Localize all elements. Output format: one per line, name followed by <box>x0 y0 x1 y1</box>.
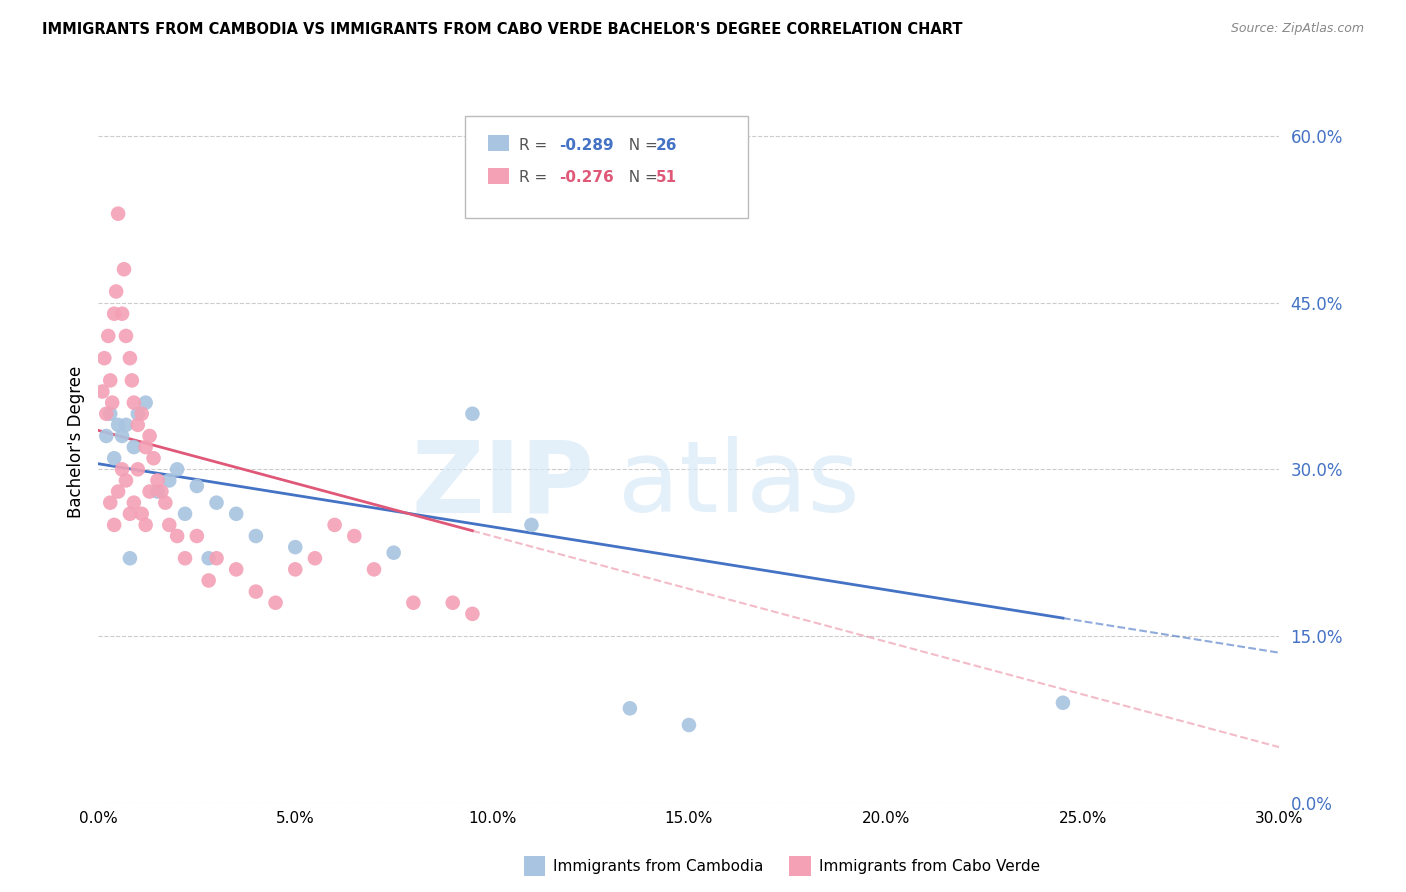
Point <box>323 517 346 532</box>
Point <box>111 462 134 476</box>
Point <box>155 496 177 510</box>
Point <box>197 551 219 566</box>
Text: N =: N = <box>619 170 662 186</box>
Point <box>174 551 197 566</box>
Point <box>121 373 143 387</box>
Point <box>382 546 405 560</box>
Point <box>111 307 134 321</box>
Point <box>135 395 157 409</box>
Point <box>146 474 169 488</box>
Text: Source: ZipAtlas.com: Source: ZipAtlas.com <box>1230 22 1364 36</box>
Point <box>166 462 188 476</box>
Text: 26: 26 <box>655 137 678 153</box>
Point <box>96 407 118 421</box>
Point <box>186 479 208 493</box>
Point <box>127 462 149 476</box>
Point <box>245 529 267 543</box>
Text: atlas: atlas <box>619 436 859 533</box>
Point <box>118 351 141 366</box>
Point <box>96 429 118 443</box>
Point <box>122 496 145 510</box>
Point <box>107 417 129 432</box>
Point <box>186 529 208 543</box>
Point <box>115 417 138 432</box>
Point <box>225 562 247 576</box>
Point <box>98 407 121 421</box>
Point <box>150 484 173 499</box>
Point <box>101 395 124 409</box>
Point <box>118 551 141 566</box>
Point <box>461 407 484 421</box>
FancyBboxPatch shape <box>789 856 811 877</box>
Point <box>205 551 228 566</box>
Point <box>122 395 145 409</box>
FancyBboxPatch shape <box>488 136 509 151</box>
Point <box>135 517 157 532</box>
Point <box>245 584 267 599</box>
Point <box>146 484 169 499</box>
Point <box>98 496 121 510</box>
Point <box>93 351 115 366</box>
Point <box>103 451 125 466</box>
Point <box>118 507 141 521</box>
Point <box>402 596 425 610</box>
Point <box>166 529 188 543</box>
Point <box>131 407 153 421</box>
Point <box>97 329 120 343</box>
Point <box>441 596 464 610</box>
Point <box>264 596 287 610</box>
Text: Immigrants from Cambodia: Immigrants from Cambodia <box>553 859 763 874</box>
Point <box>142 451 165 466</box>
Point <box>111 429 134 443</box>
Point <box>205 496 228 510</box>
FancyBboxPatch shape <box>523 856 546 877</box>
Point <box>284 562 307 576</box>
Point <box>127 407 149 421</box>
Point <box>520 517 543 532</box>
Text: N =: N = <box>619 137 662 153</box>
Point <box>138 484 160 499</box>
Y-axis label: Bachelor's Degree: Bachelor's Degree <box>66 366 84 517</box>
Point <box>135 440 157 454</box>
Text: ZIP: ZIP <box>412 436 595 533</box>
Point <box>112 262 135 277</box>
Point <box>138 429 160 443</box>
Point <box>619 701 641 715</box>
Text: IMMIGRANTS FROM CAMBODIA VS IMMIGRANTS FROM CABO VERDE BACHELOR'S DEGREE CORRELA: IMMIGRANTS FROM CAMBODIA VS IMMIGRANTS F… <box>42 22 963 37</box>
Text: -0.276: -0.276 <box>560 170 614 186</box>
Point <box>103 307 125 321</box>
Text: Immigrants from Cabo Verde: Immigrants from Cabo Verde <box>818 859 1040 874</box>
Point <box>115 329 138 343</box>
Point <box>343 529 366 543</box>
Point <box>678 718 700 732</box>
Point <box>107 484 129 499</box>
Point <box>363 562 385 576</box>
Point <box>115 474 138 488</box>
Point <box>174 507 197 521</box>
Point <box>122 440 145 454</box>
Point <box>91 384 114 399</box>
Point <box>131 507 153 521</box>
Point <box>105 285 128 299</box>
Point <box>304 551 326 566</box>
Text: R =: R = <box>519 137 553 153</box>
Point <box>157 517 180 532</box>
Text: R =: R = <box>519 170 553 186</box>
Point <box>284 540 307 554</box>
Text: 51: 51 <box>655 170 678 186</box>
Point <box>107 207 129 221</box>
Point <box>197 574 219 588</box>
Point <box>103 517 125 532</box>
Point <box>461 607 484 621</box>
Point <box>127 417 149 432</box>
Point <box>157 474 180 488</box>
Point <box>1052 696 1074 710</box>
FancyBboxPatch shape <box>488 168 509 184</box>
Point <box>225 507 247 521</box>
Point <box>98 373 121 387</box>
FancyBboxPatch shape <box>464 117 748 218</box>
Text: -0.289: -0.289 <box>560 137 613 153</box>
